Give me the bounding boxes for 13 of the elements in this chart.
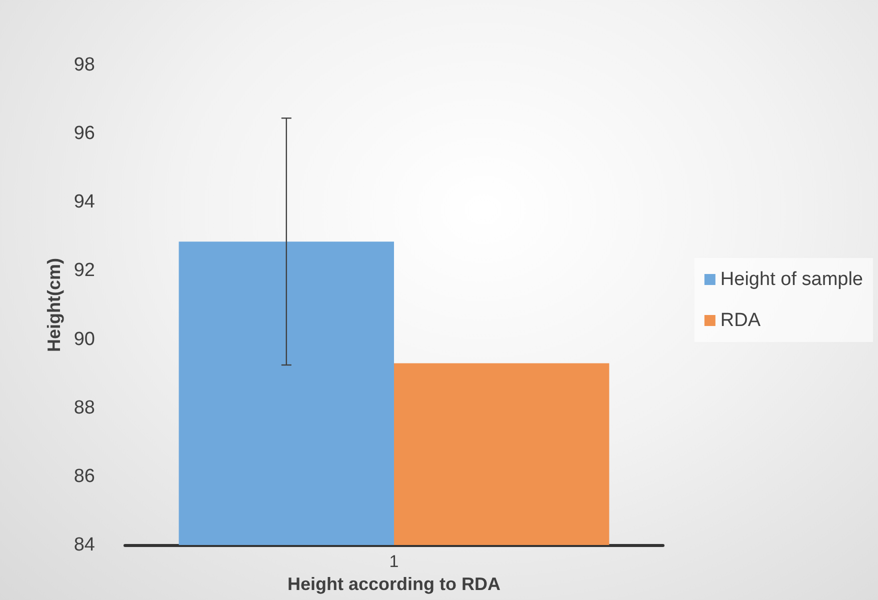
y-tick-label: 98 [74, 54, 95, 76]
legend-label: Height of sample [720, 269, 864, 290]
y-tick-label: 84 [74, 534, 96, 556]
y-tick-label: 96 [74, 123, 95, 144]
y-tick-label: 90 [74, 328, 95, 350]
y-tick-label: 86 [74, 466, 95, 487]
y-tick-label: 88 [74, 397, 95, 418]
legend-label: RDA [720, 310, 761, 331]
y-axis-title: Height(cm) [44, 258, 64, 352]
x-axis-title: Height according to RDA [287, 574, 501, 594]
x-tick-label: 1 [389, 552, 399, 571]
y-tick-label: 94 [74, 192, 96, 213]
y-tick-label: 92 [74, 260, 95, 282]
